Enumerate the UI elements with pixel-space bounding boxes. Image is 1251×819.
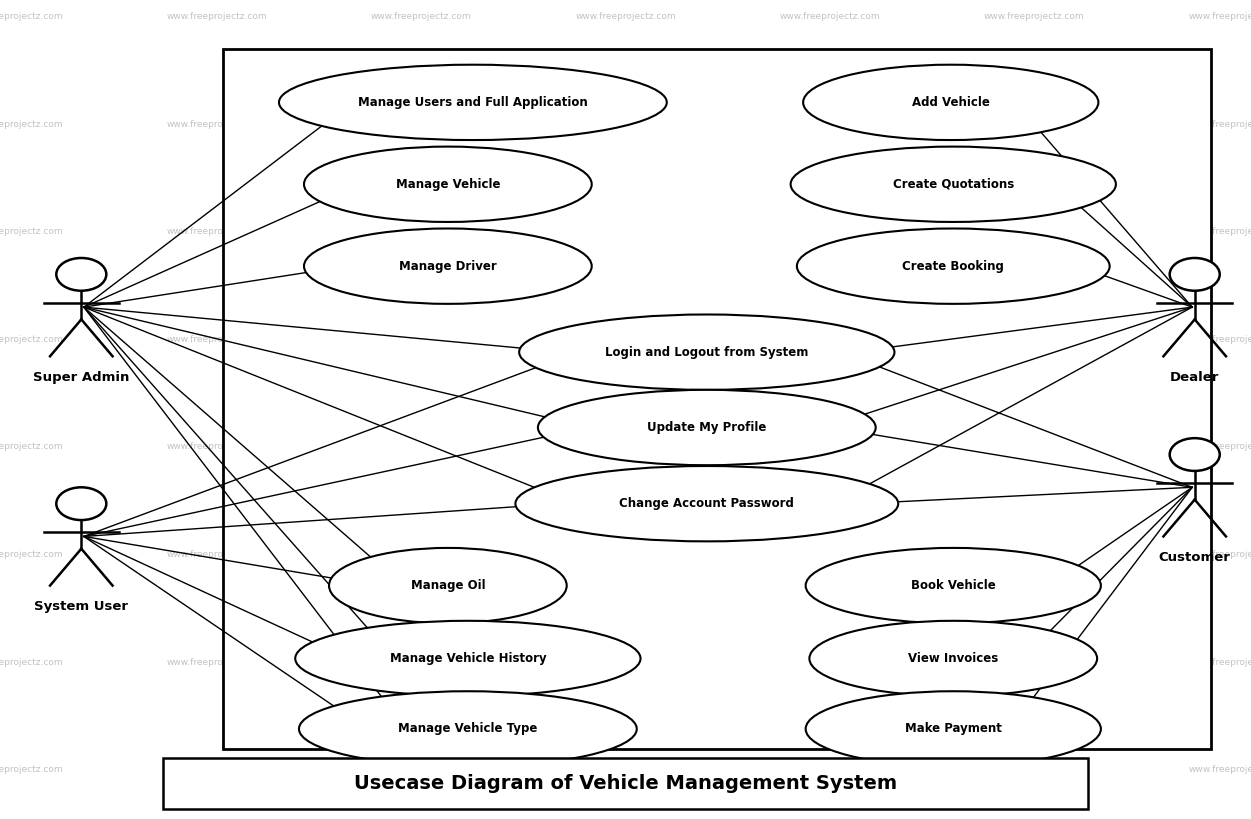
Text: www.freeprojectz.com: www.freeprojectz.com <box>575 120 676 129</box>
Ellipse shape <box>295 621 641 696</box>
Text: www.freeprojectz.com: www.freeprojectz.com <box>779 550 881 559</box>
Text: Manage Vehicle Type: Manage Vehicle Type <box>398 722 538 735</box>
Text: www.freeprojectz.com: www.freeprojectz.com <box>0 120 63 129</box>
Text: www.freeprojectz.com: www.freeprojectz.com <box>370 120 472 129</box>
Text: www.freeprojectz.com: www.freeprojectz.com <box>166 227 268 236</box>
Text: Add Vehicle: Add Vehicle <box>912 96 990 109</box>
Ellipse shape <box>797 229 1110 304</box>
Text: www.freeprojectz.com: www.freeprojectz.com <box>1188 442 1251 451</box>
Text: Make Payment: Make Payment <box>904 722 1002 735</box>
Circle shape <box>56 258 106 291</box>
Text: Manage Vehicle: Manage Vehicle <box>395 178 500 191</box>
Text: www.freeprojectz.com: www.freeprojectz.com <box>370 550 472 559</box>
Text: www.freeprojectz.com: www.freeprojectz.com <box>779 335 881 344</box>
Text: www.freeprojectz.com: www.freeprojectz.com <box>1188 12 1251 20</box>
Text: www.freeprojectz.com: www.freeprojectz.com <box>0 766 63 774</box>
Text: www.freeprojectz.com: www.freeprojectz.com <box>370 227 472 236</box>
Text: Usecase Diagram of Vehicle Management System: Usecase Diagram of Vehicle Management Sy… <box>354 774 897 794</box>
FancyBboxPatch shape <box>163 758 1088 809</box>
Text: www.freeprojectz.com: www.freeprojectz.com <box>0 550 63 559</box>
Text: www.freeprojectz.com: www.freeprojectz.com <box>983 442 1085 451</box>
Ellipse shape <box>791 147 1116 222</box>
Text: www.freeprojectz.com: www.freeprojectz.com <box>575 227 676 236</box>
Text: System User: System User <box>34 600 129 613</box>
Text: www.freeprojectz.com: www.freeprojectz.com <box>370 335 472 344</box>
Ellipse shape <box>809 621 1097 696</box>
Text: Customer: Customer <box>1158 551 1231 564</box>
Text: www.freeprojectz.com: www.freeprojectz.com <box>983 12 1085 20</box>
Text: www.freeprojectz.com: www.freeprojectz.com <box>983 120 1085 129</box>
Text: www.freeprojectz.com: www.freeprojectz.com <box>1188 766 1251 774</box>
Text: www.freeprojectz.com: www.freeprojectz.com <box>779 227 881 236</box>
Text: www.freeprojectz.com: www.freeprojectz.com <box>575 658 676 667</box>
Text: www.freeprojectz.com: www.freeprojectz.com <box>779 120 881 129</box>
Text: www.freeprojectz.com: www.freeprojectz.com <box>983 766 1085 774</box>
Text: www.freeprojectz.com: www.freeprojectz.com <box>166 766 268 774</box>
Text: www.freeprojectz.com: www.freeprojectz.com <box>0 442 63 451</box>
Text: www.freeprojectz.com: www.freeprojectz.com <box>1188 658 1251 667</box>
Text: www.freeprojectz.com: www.freeprojectz.com <box>1188 120 1251 129</box>
Text: www.freeprojectz.com: www.freeprojectz.com <box>575 442 676 451</box>
Text: www.freeprojectz.com: www.freeprojectz.com <box>983 335 1085 344</box>
Text: View Invoices: View Invoices <box>908 652 998 665</box>
Text: Create Booking: Create Booking <box>902 260 1005 273</box>
Text: www.freeprojectz.com: www.freeprojectz.com <box>166 442 268 451</box>
Text: www.freeprojectz.com: www.freeprojectz.com <box>983 227 1085 236</box>
Text: Book Vehicle: Book Vehicle <box>911 579 996 592</box>
Text: www.freeprojectz.com: www.freeprojectz.com <box>370 12 472 20</box>
Text: www.freeprojectz.com: www.freeprojectz.com <box>779 766 881 774</box>
Ellipse shape <box>519 314 894 390</box>
Text: Manage Oil: Manage Oil <box>410 579 485 592</box>
Text: www.freeprojectz.com: www.freeprojectz.com <box>1188 550 1251 559</box>
Text: Create Quotations: Create Quotations <box>893 178 1013 191</box>
Text: www.freeprojectz.com: www.freeprojectz.com <box>0 12 63 20</box>
Text: www.freeprojectz.com: www.freeprojectz.com <box>370 442 472 451</box>
Circle shape <box>1170 438 1220 471</box>
Text: www.freeprojectz.com: www.freeprojectz.com <box>166 12 268 20</box>
Text: Super Admin: Super Admin <box>33 371 130 384</box>
Text: Manage Vehicle History: Manage Vehicle History <box>389 652 547 665</box>
Text: www.freeprojectz.com: www.freeprojectz.com <box>575 12 676 20</box>
Text: www.freeprojectz.com: www.freeprojectz.com <box>779 12 881 20</box>
Ellipse shape <box>538 390 876 465</box>
Text: www.freeprojectz.com: www.freeprojectz.com <box>779 658 881 667</box>
Text: www.freeprojectz.com: www.freeprojectz.com <box>166 658 268 667</box>
FancyBboxPatch shape <box>223 49 1211 749</box>
Text: www.freeprojectz.com: www.freeprojectz.com <box>166 335 268 344</box>
Text: www.freeprojectz.com: www.freeprojectz.com <box>166 120 268 129</box>
Ellipse shape <box>304 147 592 222</box>
Text: www.freeprojectz.com: www.freeprojectz.com <box>575 766 676 774</box>
Ellipse shape <box>304 229 592 304</box>
Text: www.freeprojectz.com: www.freeprojectz.com <box>370 766 472 774</box>
Text: www.freeprojectz.com: www.freeprojectz.com <box>1188 227 1251 236</box>
Text: www.freeprojectz.com: www.freeprojectz.com <box>166 550 268 559</box>
Ellipse shape <box>515 466 898 541</box>
Text: www.freeprojectz.com: www.freeprojectz.com <box>575 335 676 344</box>
Ellipse shape <box>329 548 567 623</box>
Circle shape <box>1170 258 1220 291</box>
Text: Manage Users and Full Application: Manage Users and Full Application <box>358 96 588 109</box>
Text: www.freeprojectz.com: www.freeprojectz.com <box>779 442 881 451</box>
Text: www.freeprojectz.com: www.freeprojectz.com <box>0 227 63 236</box>
Text: Login and Logout from System: Login and Logout from System <box>605 346 808 359</box>
Ellipse shape <box>806 691 1101 767</box>
Ellipse shape <box>806 548 1101 623</box>
Text: www.freeprojectz.com: www.freeprojectz.com <box>983 550 1085 559</box>
Text: www.freeprojectz.com: www.freeprojectz.com <box>983 658 1085 667</box>
Ellipse shape <box>803 65 1098 140</box>
Text: www.freeprojectz.com: www.freeprojectz.com <box>575 550 676 559</box>
Ellipse shape <box>279 65 667 140</box>
Text: Manage Driver: Manage Driver <box>399 260 497 273</box>
Text: www.freeprojectz.com: www.freeprojectz.com <box>0 658 63 667</box>
Text: Change Account Password: Change Account Password <box>619 497 794 510</box>
Ellipse shape <box>299 691 637 767</box>
Circle shape <box>56 487 106 520</box>
Text: Update My Profile: Update My Profile <box>647 421 767 434</box>
Text: www.freeprojectz.com: www.freeprojectz.com <box>0 335 63 344</box>
Text: www.freeprojectz.com: www.freeprojectz.com <box>1188 335 1251 344</box>
Text: www.freeprojectz.com: www.freeprojectz.com <box>370 658 472 667</box>
Text: Dealer: Dealer <box>1170 371 1220 384</box>
